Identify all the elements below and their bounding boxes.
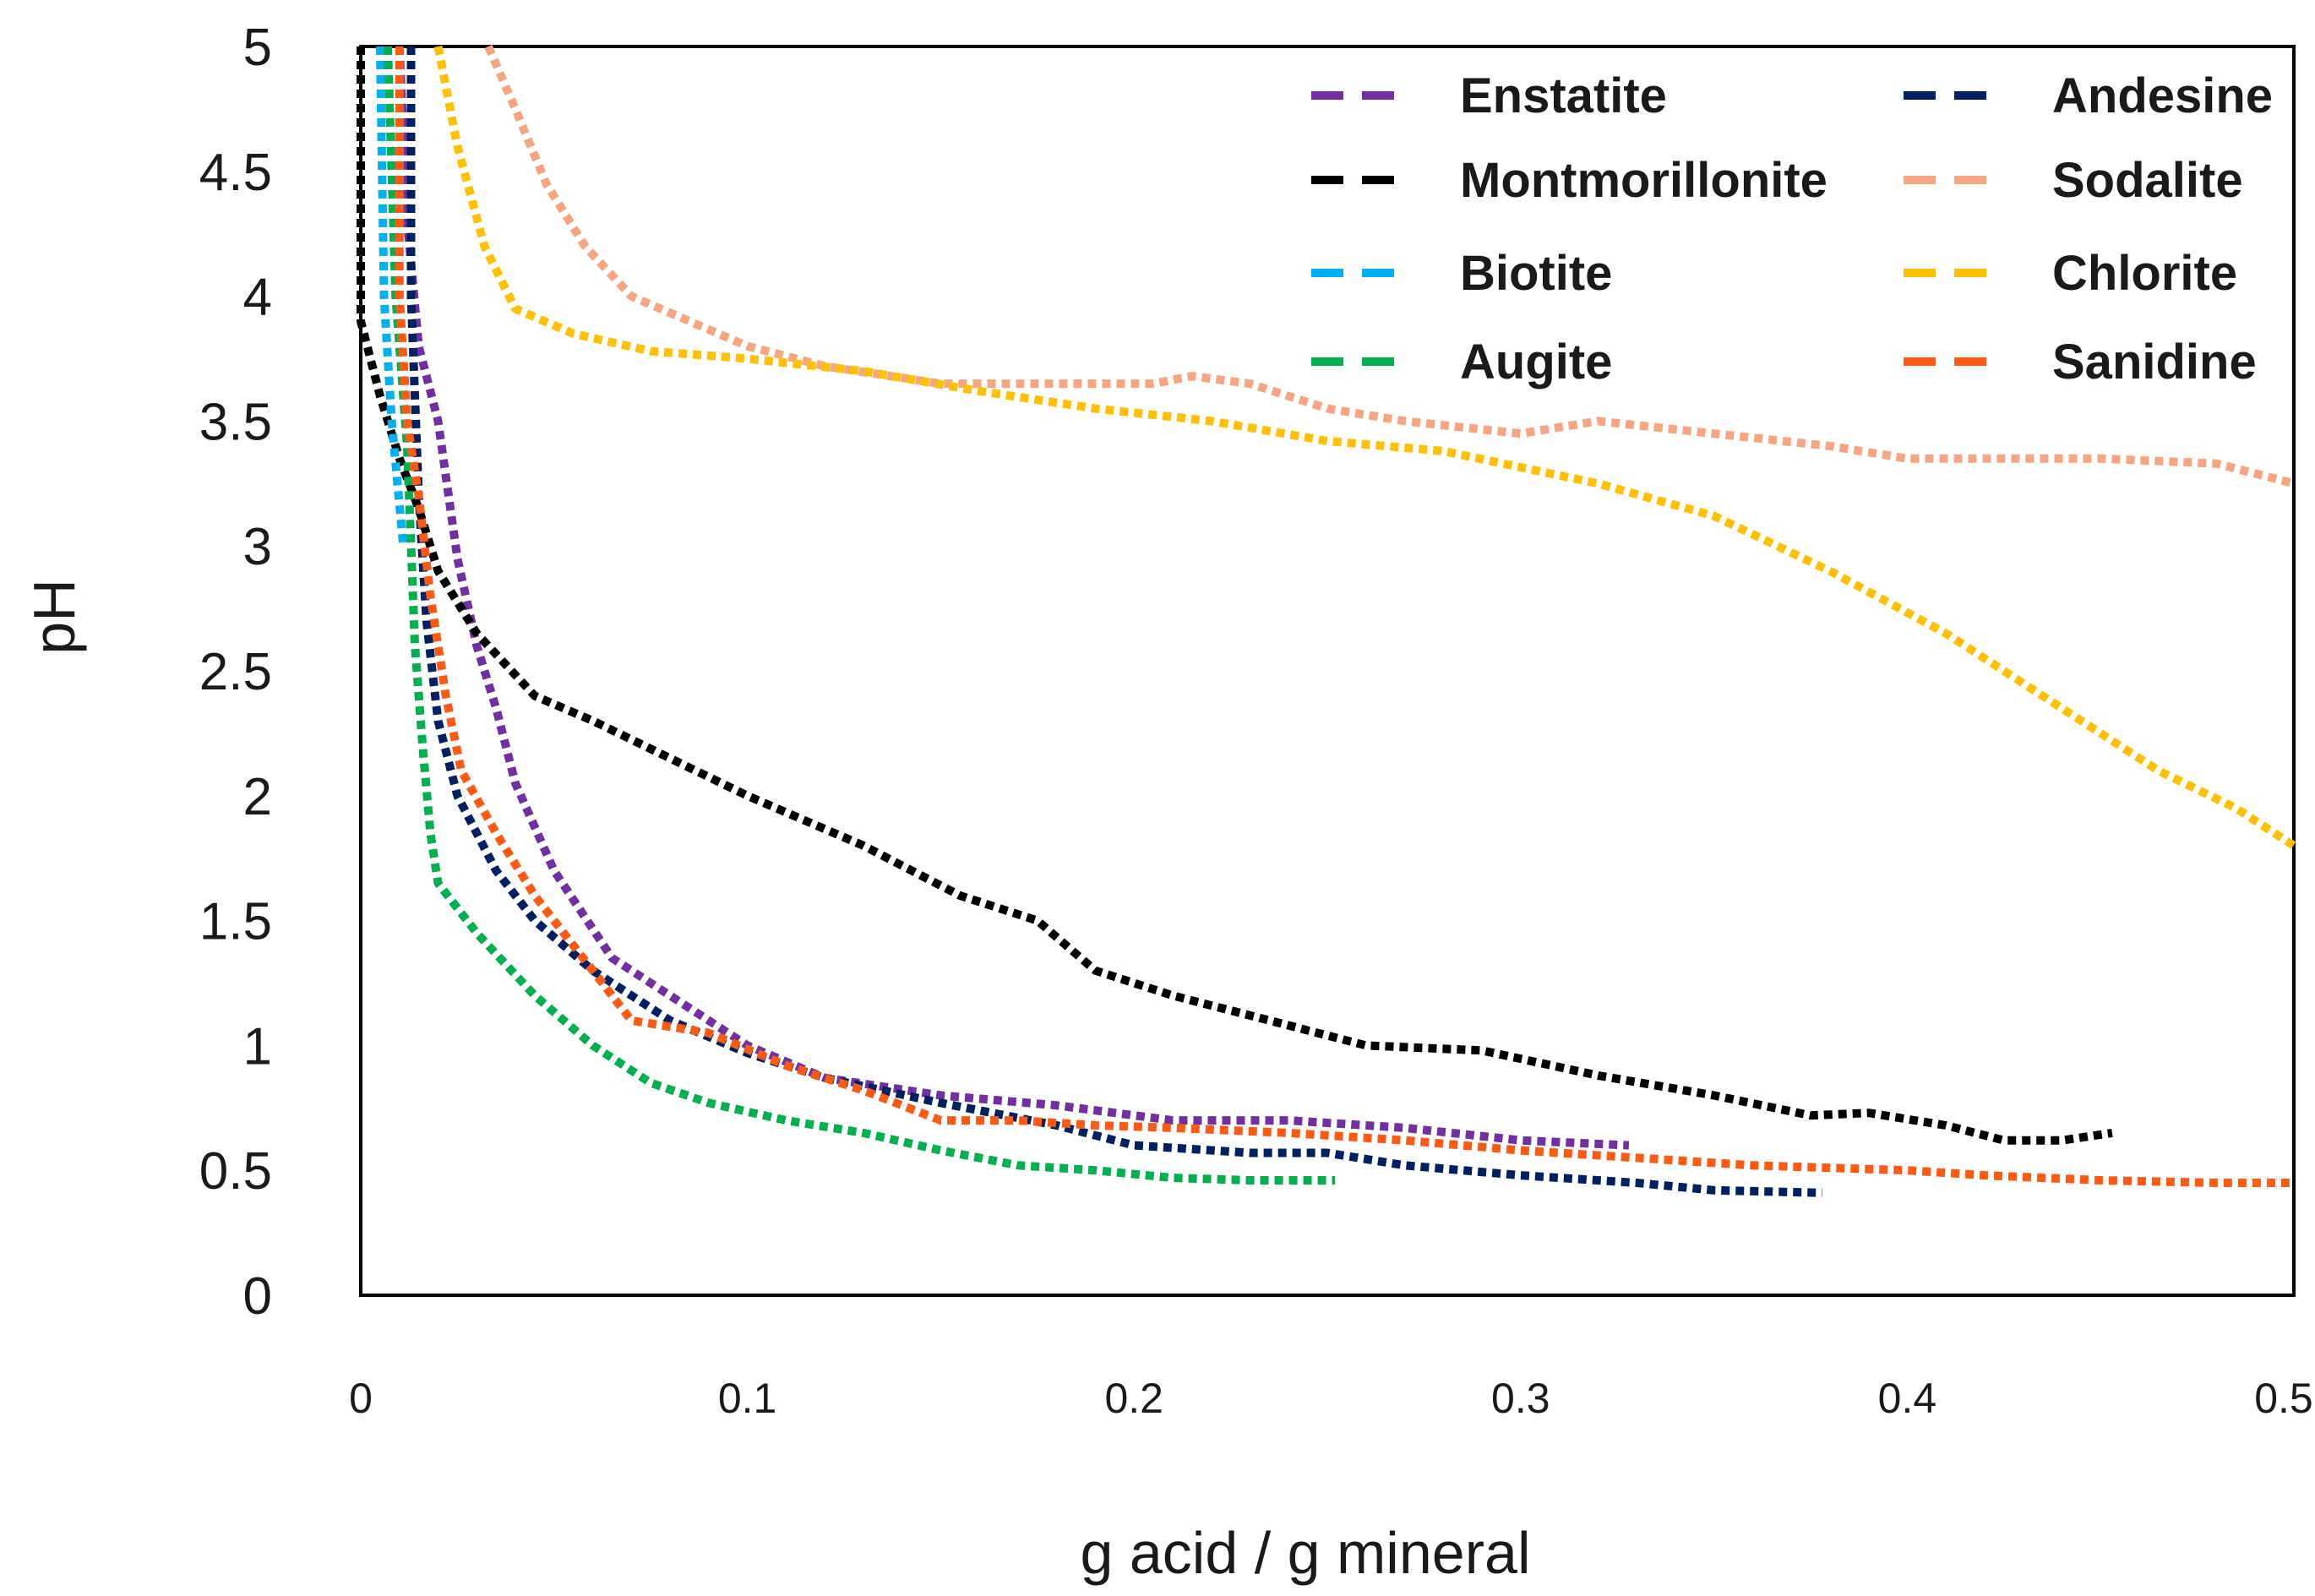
legend-label-montmorillonite: Montmorillonite bbox=[1460, 153, 1827, 208]
x-axis-title: g acid / g mineral bbox=[1080, 1520, 1530, 1586]
legend-label-chlorite: Chlorite bbox=[2052, 246, 2237, 301]
legend-label-sodalite: Sodalite bbox=[2052, 153, 2243, 208]
legend-label-augite: Augite bbox=[1460, 335, 1612, 389]
series-line-andesine bbox=[406, 46, 1822, 1197]
legend-label-andesine: Andesine bbox=[2052, 68, 2273, 123]
y-tick-label: 2.5 bbox=[199, 643, 272, 701]
series-line-augite bbox=[384, 46, 1336, 1185]
legend-label-enstatite: Enstatite bbox=[1460, 68, 1667, 123]
series-line-sodalite bbox=[484, 45, 2296, 488]
legend: Enstatite Montmorillonite Biotite Augite And… bbox=[1311, 68, 2273, 389]
plot-frame bbox=[359, 45, 2296, 1297]
y-tick-label: 4 bbox=[243, 269, 272, 327]
series-line-chlorite bbox=[433, 46, 2296, 850]
y-tick-label: 1 bbox=[243, 1017, 272, 1076]
y-tick-label: 4.5 bbox=[199, 144, 272, 202]
x-tick-label: 0.4 bbox=[1878, 1375, 1937, 1422]
y-axis-title: pH bbox=[21, 579, 87, 654]
x-tick-label: 0.1 bbox=[718, 1375, 777, 1422]
series-layer bbox=[357, 45, 2296, 1197]
legend-label-biotite: Biotite bbox=[1460, 246, 1612, 301]
series-line-sanidine bbox=[395, 46, 2294, 1187]
x-tick-label: 0.5 bbox=[2254, 1375, 2313, 1422]
y-tick-label: 1.5 bbox=[199, 893, 272, 951]
x-axis-ticks: 0 0.1 0.2 0.3 0.4 0.5 bbox=[349, 1375, 2313, 1422]
y-tick-label: 3 bbox=[243, 518, 272, 576]
y-tick-label: 0 bbox=[243, 1267, 272, 1326]
y-axis-ticks: 0 0.5 1 1.5 2 2.5 3 3.5 4 4.5 5 bbox=[199, 19, 272, 1326]
x-tick-label: 0.2 bbox=[1104, 1375, 1163, 1422]
y-tick-label: 5 bbox=[243, 19, 272, 77]
legend-label-sanidine: Sanidine bbox=[2052, 335, 2257, 389]
series-line-montmorillonite bbox=[357, 46, 2113, 1145]
series-line-enstatite bbox=[395, 46, 1630, 1150]
y-tick-label: 2 bbox=[243, 768, 272, 826]
y-tick-label: 0.5 bbox=[199, 1142, 272, 1201]
series-line-biotite bbox=[375, 46, 408, 547]
y-tick-label: 3.5 bbox=[199, 393, 272, 451]
x-tick-label: 0.3 bbox=[1491, 1375, 1550, 1422]
x-tick-label: 0 bbox=[349, 1375, 373, 1422]
